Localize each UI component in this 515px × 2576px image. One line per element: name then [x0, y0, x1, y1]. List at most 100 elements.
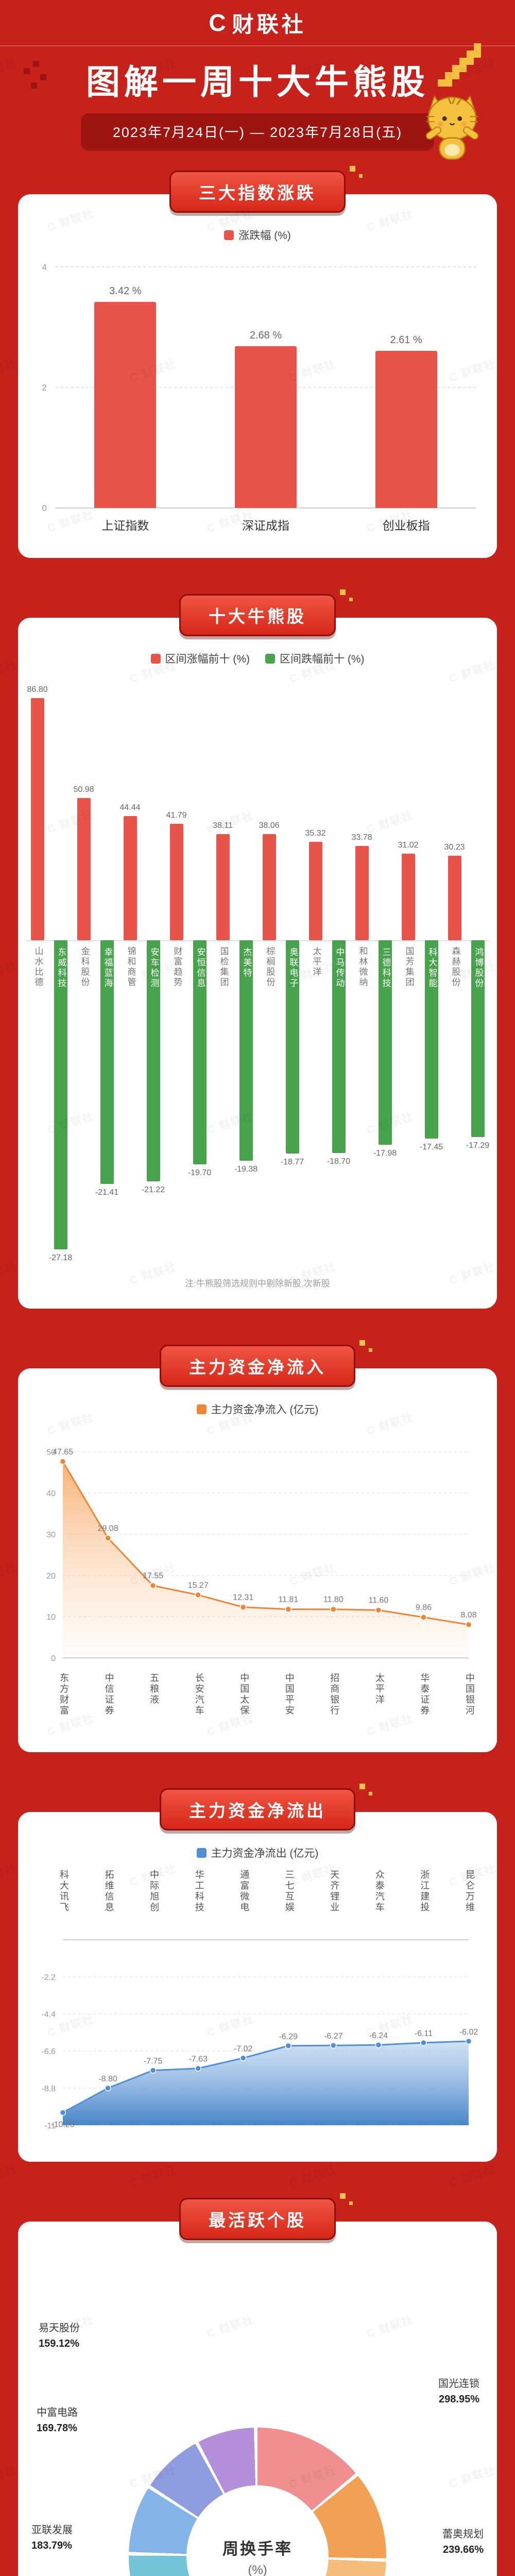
watermark-text: C 财联社 [0, 2163, 19, 2190]
inflow-area-chart: 0 10 20 30 40 50 47.65 29.08 17.55 15.27 12.31 11.… [31, 1429, 484, 1671]
stock-name: 蕾奥规划 [442, 2529, 484, 2540]
data-point [285, 1606, 292, 1613]
point-value-label: -6.29 [279, 2032, 298, 2041]
gainer-value-label: 38.11 [213, 821, 233, 830]
loser-bar [239, 940, 253, 1161]
legend-label: 主力资金净流出 (亿元) [211, 1848, 319, 1859]
x-axis-label: 深证成指 [242, 519, 289, 532]
point-value-label: 15.27 [188, 1581, 209, 1590]
card-indices: 涨跌幅 (%) 0 2 4 3.42 % 2.68 % 2.61 % 上证指数 深证成指 创业… [18, 194, 497, 558]
loser-name-label: 科大智能 [427, 947, 437, 989]
x-axis-label: 长安汽车 [194, 1673, 204, 1716]
watermark-text: C 财联社 [128, 2163, 178, 2190]
bar [94, 301, 157, 508]
section-banner-active: 最活跃个股 [179, 2193, 353, 2240]
brand-c-icon: C [209, 9, 226, 36]
chart-note: 注:牛熊股筛选规则中剔除新股,次新股 [185, 1279, 330, 1289]
gainer-bar [448, 856, 461, 940]
point-value-label: -8.80 [98, 2075, 117, 2083]
gainer-bar [30, 698, 44, 940]
x-axis-label: 中国平安 [284, 1673, 295, 1716]
section-banner-inflow: 主力资金净流入 [160, 1340, 372, 1387]
loser-value-label: -27.18 [48, 1253, 73, 1262]
x-axis-label: 华泰证券 [419, 1673, 430, 1716]
series-line [62, 2040, 469, 2113]
gridline: 0 [42, 503, 476, 513]
pixel-accent [349, 598, 353, 601]
section-title: 最活跃个股 [209, 2211, 306, 2230]
card-bullbear: 区间涨幅前十 (%) 区间跌幅前十 (%) 86.80 山水比德 50.98 金科股份… [18, 618, 497, 1309]
y-axis-tick: 4 [42, 262, 47, 272]
watermark-text: C 财联社 [448, 2163, 497, 2190]
data-point [59, 2109, 66, 2116]
pixel-accent [349, 2201, 353, 2205]
data-point [420, 1614, 427, 1621]
point-value-label: 11.60 [368, 1596, 388, 1605]
point-value-label: 9.86 [416, 1603, 432, 1612]
stock-turnover: 298.95% [439, 2394, 479, 2405]
y-axis-tick: -8.8 [41, 2084, 56, 2093]
point-value-label: 11.80 [323, 1596, 344, 1604]
x-axis-label: 中信证券 [104, 1673, 114, 1716]
gainer-value-label: 41.79 [166, 810, 187, 820]
loser-value-label: -21.41 [95, 1188, 119, 1197]
stock-name: 易天股份 [39, 2323, 80, 2334]
stock-turnover: 239.66% [443, 2544, 484, 2555]
point-value-label: 47.65 [53, 1448, 73, 1456]
area-fill [63, 1461, 469, 1658]
stock-name: 中富电路 [37, 2407, 78, 2418]
x-axis-label: 创业板指 [382, 519, 430, 532]
gainer-value-label: 44.44 [119, 803, 141, 812]
pixel-accent [350, 166, 355, 172]
loser-value-label: -17.98 [373, 1148, 397, 1158]
gridline: 4 [42, 262, 476, 272]
x-axis-label: 东方财富 [59, 1673, 69, 1716]
gainer-name-label: 森赫股份 [450, 946, 460, 988]
gainer-value-label: 30.23 [444, 843, 465, 852]
bar-value-label: 2.68 % [249, 330, 282, 342]
section-title: 主力资金净流出 [189, 1801, 326, 1820]
gainer-name-label: 锦和商管 [126, 946, 136, 988]
pixel-accent [359, 174, 363, 178]
gainer-bar [77, 798, 91, 940]
watermark-text: C 财联社 [0, 1260, 19, 1287]
gainer-value-label: 33.78 [351, 833, 372, 842]
data-point [195, 2065, 201, 2072]
section-banner-outflow: 主力资金净流出 [160, 1784, 372, 1831]
loser-bar [100, 940, 114, 1184]
legend-label: 涨跌幅 (%) [238, 230, 291, 242]
point-value-label: -6.27 [324, 2032, 343, 2041]
outflow-area-chart: -2.2 -4.4 -6.6 -8.8 -11 -10.25 -8.80 -7.75 -7.6… [31, 1926, 484, 2137]
x-axis-label: 拓维信息 [104, 1870, 114, 1913]
y-axis-tick: 0 [42, 503, 47, 513]
y-axis-tick: -4.4 [41, 2010, 56, 2019]
outflow-x-axis: 科大讯飞 拓维信息 中际旭创 华工科技 通富微电 三七互娱 天齐锂业 众泰汽车 浙江建投 昆仑万维 [31, 1870, 484, 1925]
loser-bar [193, 940, 207, 1164]
y-axis-tick: -11 [44, 2122, 56, 2130]
gainer-name-label: 太平洋 [311, 946, 321, 977]
x-axis-label: 科大讯飞 [59, 1870, 69, 1913]
loser-name-label: 安车检测 [149, 947, 159, 989]
pixel-accent [369, 1792, 372, 1795]
stock-turnover: 183.79% [31, 2540, 72, 2551]
y-axis-tick: 50 [46, 1448, 56, 1457]
point-value-label: 12.31 [233, 1594, 253, 1602]
loser-name-label: 幸福蓝海 [102, 947, 113, 989]
watermark-text: C 财联社 [0, 358, 19, 384]
loser-bar [285, 940, 299, 1154]
x-axis-label: 华工科技 [194, 1870, 204, 1913]
gainer-name-label: 国检集团 [218, 946, 229, 988]
loser-value-label: -17.45 [419, 1143, 443, 1152]
watermark-text: C 财联社 [0, 1561, 19, 1588]
card-inflow: 主力资金净流入 (亿元) 0 10 20 30 40 50 47.65 29.08 17.55… [18, 1368, 497, 1752]
x-axis-label: 招商银行 [329, 1673, 340, 1716]
legend-label: 区间涨幅前十 (%) [165, 653, 250, 665]
y-axis-tick: 10 [46, 1613, 56, 1622]
stock-turnover: 169.78% [37, 2422, 77, 2434]
data-point [330, 2042, 337, 2049]
point-value-label: -6.11 [415, 2029, 433, 2038]
pixel-accent [340, 589, 346, 595]
data-point [59, 1458, 66, 1465]
page-title: 图解一周十大牛熊股 [86, 63, 429, 101]
